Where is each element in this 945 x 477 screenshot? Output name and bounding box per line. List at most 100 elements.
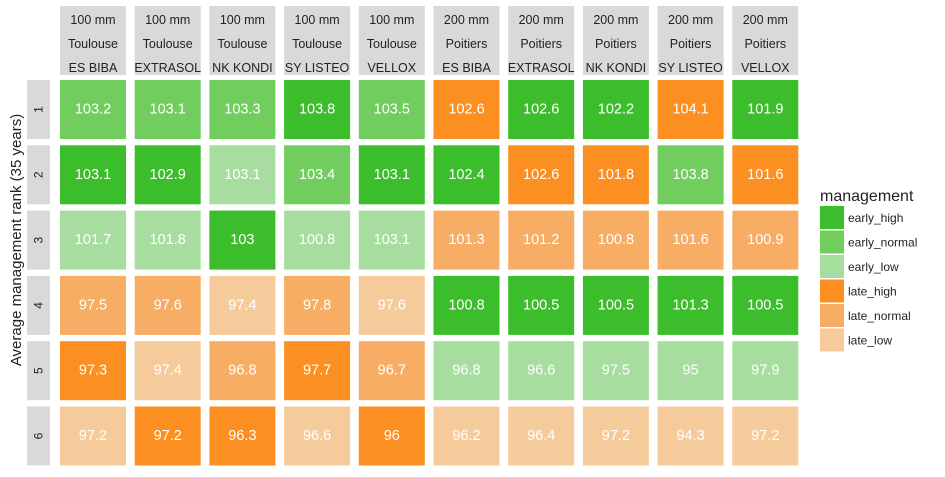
cell-value-label: 96 [384,428,400,444]
column-depth-label: 100 mm [70,13,115,27]
legend-label: early_high [848,211,903,225]
cell-value-label: 101.6 [672,232,708,248]
heatmap-cell [732,275,799,335]
cell-value-label: 103.4 [299,167,335,183]
cell-value-label: 102.4 [448,167,484,183]
column-variety-label: ES BIBA [442,61,491,75]
legend-label: late_normal [848,309,911,323]
heatmap-cell [60,275,126,335]
heatmap-cell [134,80,201,139]
cell-value-label: 100.5 [598,297,634,313]
cell-value-label: 97.2 [154,428,182,444]
heatmap-cell [732,406,799,466]
row-label: 2 [32,171,46,178]
cell-value-label: 103.2 [75,102,111,118]
heatmap-cell [433,275,500,335]
heatmap-cell [732,145,799,205]
legend-key [820,230,844,254]
heatmap-cell [209,80,276,139]
cell-value-label: 102.6 [448,102,484,118]
row-strip [27,275,50,335]
heatmap-cell [358,341,425,401]
cell-value-label: 97.8 [303,297,331,313]
legend: management early_high early_normal early_l… [820,188,917,352]
cell-value-label: 103.1 [374,232,410,248]
heatmap-cell [209,145,276,205]
column-variety-label: VELLOX [741,61,790,75]
heatmap-cell [433,341,500,401]
heatmap-cell [508,341,575,401]
cell-value-label: 100.8 [598,232,634,248]
column-variety-label: SY LISTEO [658,61,723,75]
heatmap-cells: 103.2 103.1 103.3 103.8 103.5 102.6 102.6 102.2… [60,80,799,466]
heatmap-cell [134,210,201,270]
cell-value-label: 103.3 [224,102,260,118]
heatmap-cell [134,145,201,205]
cell-value-label: 96.7 [378,363,406,379]
cell-value-label: 96.8 [452,363,480,379]
heatmap-cell [60,210,126,270]
cell-value-label: 97.6 [378,297,406,313]
column-depth-label: 100 mm [220,13,265,27]
cell-value-label: 102.2 [598,102,634,118]
cell-value-label: 103.1 [75,167,111,183]
cell-value-label: 100.5 [747,297,783,313]
heatmap-cell [209,406,276,466]
heatmap-cell [358,210,425,270]
column-variety-label: VELLOX [367,61,416,75]
cell-value-label: 101.3 [672,297,708,313]
cell-value-label: 102.6 [523,167,559,183]
column-strip [284,6,351,75]
heatmap-cell [732,210,799,270]
cell-value-label: 103.8 [672,167,708,183]
cell-value-label: 97.7 [303,363,331,379]
column-strips: 100 mm Toulouse ES BIBA 100 mm Toulouse EXTRA… [60,6,799,75]
cell-value-label: 102.6 [523,102,559,118]
cell-value-label: 103.1 [224,167,260,183]
column-strip [433,6,500,75]
column-variety-label: NK KONDI [212,61,272,75]
column-site-label: Poitiers [744,37,786,51]
heatmap-cell [657,80,724,139]
column-depth-label: 100 mm [145,13,190,27]
heatmap-cell [60,341,126,401]
column-site-label: Toulouse [217,37,267,51]
column-strip [60,6,126,75]
heatmap-cell [433,406,500,466]
column-depth-label: 200 mm [593,13,638,27]
legend-key [820,255,844,278]
heatmap-cell [284,145,351,205]
cell-value-label: 96.6 [527,363,555,379]
legend-label: late_low [848,334,892,348]
heatmap-cell [134,406,201,466]
cell-value-label: 96.3 [228,428,256,444]
cell-value-label: 101.3 [448,232,484,248]
heatmap-cell [433,80,500,139]
heatmap-cell [433,145,500,205]
cell-value-label: 100.5 [523,297,559,313]
legend-label: early_low [848,260,899,274]
column-site-label: Poitiers [446,37,488,51]
column-site-label: Toulouse [292,37,342,51]
cell-value-label: 97.4 [228,297,256,313]
column-strip [732,6,799,75]
column-site-label: Toulouse [367,37,417,51]
cell-value-label: 103.8 [299,102,335,118]
heatmap-cell [358,80,425,139]
cell-value-label: 96.8 [228,363,256,379]
cell-value-label: 103.1 [374,167,410,183]
cell-value-label: 100.9 [747,232,783,248]
y-axis-label: Average management rank (35 years) [8,114,25,366]
column-depth-label: 200 mm [668,13,713,27]
column-strip [582,6,649,75]
column-depth-label: 200 mm [444,13,489,27]
cell-value-label: 97.2 [602,428,630,444]
heatmap-cell [358,406,425,466]
cell-value-label: 100.8 [299,232,335,248]
row-label: 6 [32,432,46,439]
row-strip [27,80,50,139]
cell-value-label: 97.4 [154,363,182,379]
heatmap-cell [582,145,649,205]
heatmap-cell [209,275,276,335]
heatmap-cell [732,80,799,139]
